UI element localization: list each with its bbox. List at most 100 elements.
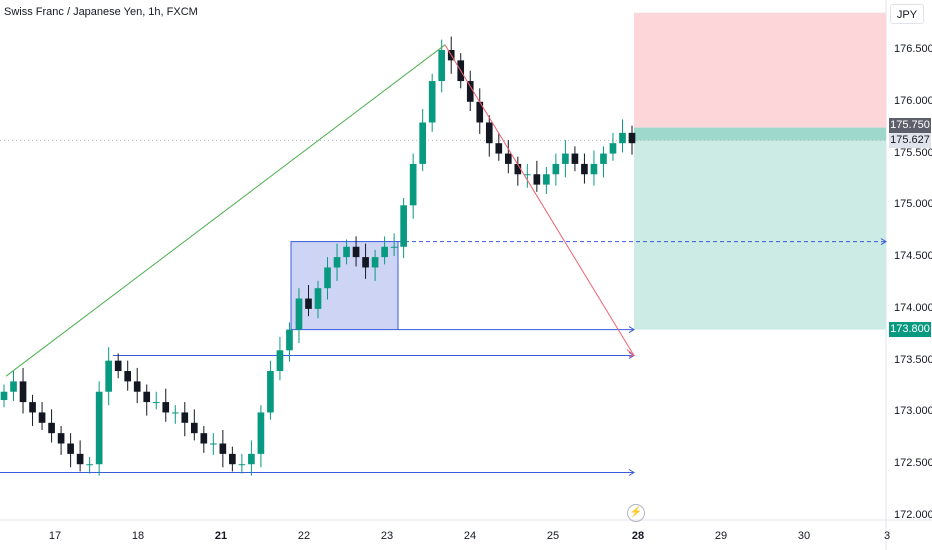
candle-body [257, 412, 265, 454]
date-tick-label: 30 [797, 530, 811, 542]
candle-body [210, 443, 217, 445]
uptrend-line [5, 44, 446, 377]
date-tick-label: 18 [131, 530, 145, 542]
candle-body [57, 433, 65, 444]
price-tick-label: 176.500 [894, 43, 932, 55]
take-profit-zone [634, 127, 886, 330]
candle-body [67, 443, 74, 454]
candle-body [476, 101, 484, 123]
date-tick-label: 21 [214, 530, 228, 542]
entry-band [634, 127, 886, 141]
candle-body [267, 371, 274, 413]
candle-body [76, 453, 84, 465]
date-tick-label: 3 [883, 530, 891, 542]
last-price-tag: 175.627 [889, 133, 931, 148]
price-tick-label: 175.000 [894, 198, 932, 211]
price-tick-label: 173.500 [894, 353, 932, 366]
support-line-arrow [628, 469, 635, 476]
currency-button[interactable]: JPY [890, 4, 924, 24]
candle-body [514, 163, 522, 175]
candle-body [400, 205, 407, 247]
candle-body [343, 246, 350, 258]
candle-body [495, 143, 503, 154]
candle-body [105, 360, 112, 392]
candle-body [628, 132, 636, 144]
target-line-arrow [628, 326, 635, 334]
candle-body [219, 443, 227, 454]
candle-body [19, 381, 27, 403]
date-tick-label: 24 [463, 530, 477, 542]
candle-body [181, 412, 189, 423]
stop-price-tag: 175.750 [889, 118, 931, 133]
candle-body [314, 288, 322, 309]
candle-body [504, 153, 512, 164]
price-tick-label: 174.000 [894, 301, 932, 314]
candle-body [381, 246, 388, 258]
candle-body [428, 81, 436, 123]
candle-body [143, 391, 151, 403]
candle-body [38, 412, 46, 423]
candle-body [609, 143, 617, 154]
candle-body [124, 371, 132, 382]
date-tick-label: 17 [48, 530, 62, 542]
candle-body [409, 163, 417, 206]
candle-body [10, 381, 17, 392]
candle-body [600, 153, 607, 164]
candle-body [466, 81, 474, 102]
price-tick-label: 172.000 [894, 509, 932, 521]
candle-body [295, 298, 303, 330]
candle-body [248, 453, 255, 465]
candle-body [29, 402, 36, 413]
candle-body [552, 163, 560, 175]
candle-body [581, 163, 588, 175]
candle-body [362, 257, 369, 268]
candle-body [190, 422, 198, 434]
candle-body [333, 257, 341, 268]
date-tick-label: 29 [714, 530, 728, 542]
chart-title: Swiss Franc / Japanese Yen, 1h, FXCM [4, 6, 198, 18]
candle-body [48, 422, 55, 434]
candle-body [438, 50, 446, 82]
date-tick-label: 25 [546, 530, 560, 542]
candle-body [238, 464, 246, 466]
stop-loss-zone [634, 12, 886, 128]
price-tick-label: 176.000 [894, 94, 932, 107]
date-tick-label: 23 [380, 530, 394, 542]
target-price-tag: 173.800 [889, 322, 931, 337]
candle-body [114, 360, 122, 372]
candle-body [86, 464, 93, 466]
candle-body [0, 391, 8, 401]
candle-body [419, 122, 426, 164]
candle-body [619, 132, 626, 144]
price-tick-label: 173.000 [894, 405, 932, 418]
downtrend-line [444, 44, 635, 356]
candle-body [276, 350, 284, 372]
candle-body [305, 298, 312, 309]
downtrend-arrow [626, 349, 636, 357]
candle-body [371, 257, 379, 268]
lightning-icon[interactable]: ⚡ [627, 504, 645, 522]
candle-body [543, 174, 550, 185]
price-tick-label: 175.500 [894, 146, 932, 159]
price-tick-label: 172.500 [894, 457, 932, 470]
candle-body [562, 153, 569, 164]
date-tick-label: 22 [297, 530, 311, 542]
candle-body [162, 402, 170, 413]
date-tick-label: 28 [631, 530, 645, 542]
candle-body [171, 412, 179, 414]
candle-body [524, 174, 531, 176]
candle-body [95, 391, 103, 465]
candle-body [352, 246, 360, 258]
candle-body [286, 329, 293, 351]
price-tick-label: 174.500 [894, 250, 932, 263]
candle-body [590, 163, 598, 175]
candle-body [200, 433, 208, 444]
candle-body [324, 267, 331, 289]
candle-body [390, 246, 398, 248]
candle-body [533, 174, 541, 185]
candle-body [571, 153, 579, 164]
box-top-arrow [880, 238, 887, 246]
candle-body [485, 122, 493, 144]
candle-body [152, 402, 160, 404]
